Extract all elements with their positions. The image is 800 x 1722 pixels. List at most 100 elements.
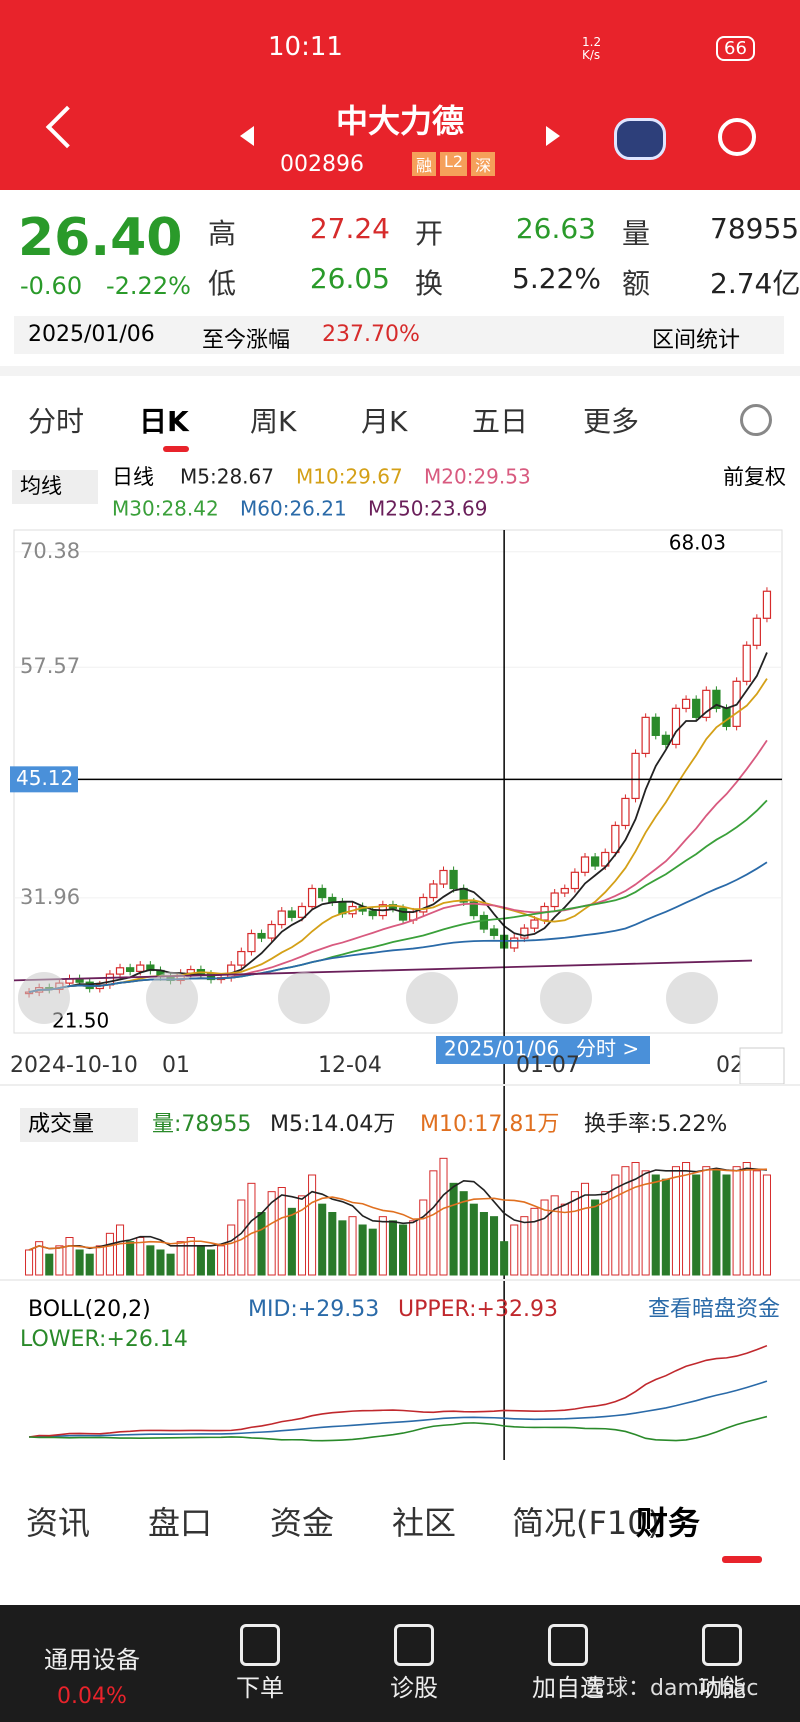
bottom-tab[interactable]: 资金 xyxy=(270,1504,335,1542)
candle xyxy=(368,910,377,917)
volume-bar xyxy=(338,1220,347,1276)
volume-bar xyxy=(752,1170,761,1276)
candle xyxy=(651,716,660,736)
volume-bar xyxy=(540,1199,549,1276)
nav-label[interactable]: 下单 xyxy=(236,1674,284,1702)
chart-button[interactable] xyxy=(146,972,198,1024)
tab[interactable]: 月K xyxy=(361,405,408,438)
volume-bar xyxy=(641,1170,650,1276)
status-time: 10:11 xyxy=(268,32,343,62)
expand-button[interactable] xyxy=(739,1047,785,1085)
volume-bar xyxy=(115,1224,125,1276)
bottom-tab[interactable]: 资讯 xyxy=(26,1504,91,1542)
field-value: 5.22% xyxy=(512,262,601,295)
candle xyxy=(712,689,721,709)
volume-bar xyxy=(651,1174,660,1276)
field-value: 78955 xyxy=(710,212,800,245)
volume-bar xyxy=(621,1166,630,1276)
cursor-date-bg xyxy=(436,1036,650,1064)
candle xyxy=(267,923,276,939)
settings-icon[interactable] xyxy=(740,404,772,436)
chart-button[interactable] xyxy=(278,972,330,1024)
candle xyxy=(641,716,650,754)
volume-bar xyxy=(661,1178,670,1276)
nav-icon[interactable] xyxy=(702,1624,742,1666)
field-value: 2.74亿 xyxy=(710,267,800,300)
nav-label[interactable]: 加自选 xyxy=(532,1674,604,1702)
nav-label[interactable]: 通用设备 xyxy=(44,1646,140,1674)
volume-bar xyxy=(388,1220,397,1276)
volume-ma xyxy=(28,1167,768,1251)
tab[interactable]: 更多 xyxy=(583,405,640,438)
volume-bar xyxy=(257,1212,266,1276)
volume-bar xyxy=(692,1174,701,1276)
change: -0.60 xyxy=(20,272,83,300)
header-bg xyxy=(0,0,800,190)
volume-bar xyxy=(176,1241,185,1276)
field-label: 额 xyxy=(622,267,651,300)
volume-bar xyxy=(287,1207,296,1276)
volume-bar xyxy=(449,1182,458,1276)
candle xyxy=(560,887,569,894)
candle xyxy=(419,896,428,913)
chart-button[interactable] xyxy=(406,972,458,1024)
candle xyxy=(631,752,640,800)
candle xyxy=(661,734,671,745)
range-stats[interactable]: 区间统计 xyxy=(652,328,741,353)
nav-label[interactable]: 功能 xyxy=(698,1674,746,1702)
volume-bar xyxy=(530,1207,539,1276)
volume-bar xyxy=(126,1241,135,1276)
bottom-tab[interactable]: 社区 xyxy=(392,1504,457,1542)
tab[interactable]: 五日 xyxy=(472,405,529,438)
chart-button[interactable] xyxy=(18,972,70,1024)
tag: 融 xyxy=(412,152,437,176)
tag: L2 xyxy=(440,152,468,176)
next-stock[interactable] xyxy=(546,126,560,146)
ma-item: M5:28.67 xyxy=(180,465,274,489)
boll-link[interactable]: 查看暗盘资金 xyxy=(648,1297,780,1322)
field-label: 低 xyxy=(208,267,237,300)
candle xyxy=(530,919,539,929)
candle xyxy=(702,689,711,718)
ma-line xyxy=(28,739,768,993)
chart-button[interactable] xyxy=(540,972,592,1024)
volume-bar xyxy=(591,1199,600,1276)
volume-bar xyxy=(469,1203,478,1276)
candle xyxy=(206,973,216,981)
ma-item: M250:23.69 xyxy=(368,497,487,521)
tab[interactable]: 周K xyxy=(250,405,297,438)
candle xyxy=(287,910,297,918)
nav-icon[interactable] xyxy=(394,1624,434,1666)
candle xyxy=(115,967,125,975)
volume-bar xyxy=(479,1212,488,1276)
tab[interactable]: 日K xyxy=(139,405,189,438)
y-tick-label: 57.57 xyxy=(20,654,80,678)
volume-bar xyxy=(247,1182,256,1276)
volume-item: 量:78955 xyxy=(152,1112,251,1137)
robot-icon[interactable] xyxy=(614,118,666,160)
cursor-label: 45.12 xyxy=(16,766,73,790)
volume-bar xyxy=(500,1241,509,1276)
volume-bar xyxy=(75,1249,84,1276)
nav-icon[interactable] xyxy=(240,1624,280,1666)
bottom-tab[interactable]: 财务 xyxy=(636,1504,701,1542)
nav-icon[interactable] xyxy=(548,1624,588,1666)
bottom-tab[interactable]: 简况(F10) xyxy=(512,1504,661,1542)
chart-frame xyxy=(13,529,783,1034)
search-icon[interactable] xyxy=(718,118,756,156)
candle xyxy=(398,907,408,921)
bottom-tab[interactable]: 盘口 xyxy=(148,1504,213,1542)
nav-label[interactable]: 诊股 xyxy=(390,1674,438,1702)
prev-stock[interactable] xyxy=(240,126,254,146)
y-tick-label: 31.96 xyxy=(20,885,80,909)
volume-selector: 成交量 xyxy=(28,1112,94,1137)
tab[interactable]: 分时 xyxy=(28,405,85,438)
candle xyxy=(318,887,327,899)
candle xyxy=(247,932,256,953)
volume-bar xyxy=(712,1170,721,1276)
candle xyxy=(550,892,559,908)
candle xyxy=(681,698,691,709)
chart-button[interactable] xyxy=(666,972,718,1024)
field-label: 换 xyxy=(415,267,444,300)
